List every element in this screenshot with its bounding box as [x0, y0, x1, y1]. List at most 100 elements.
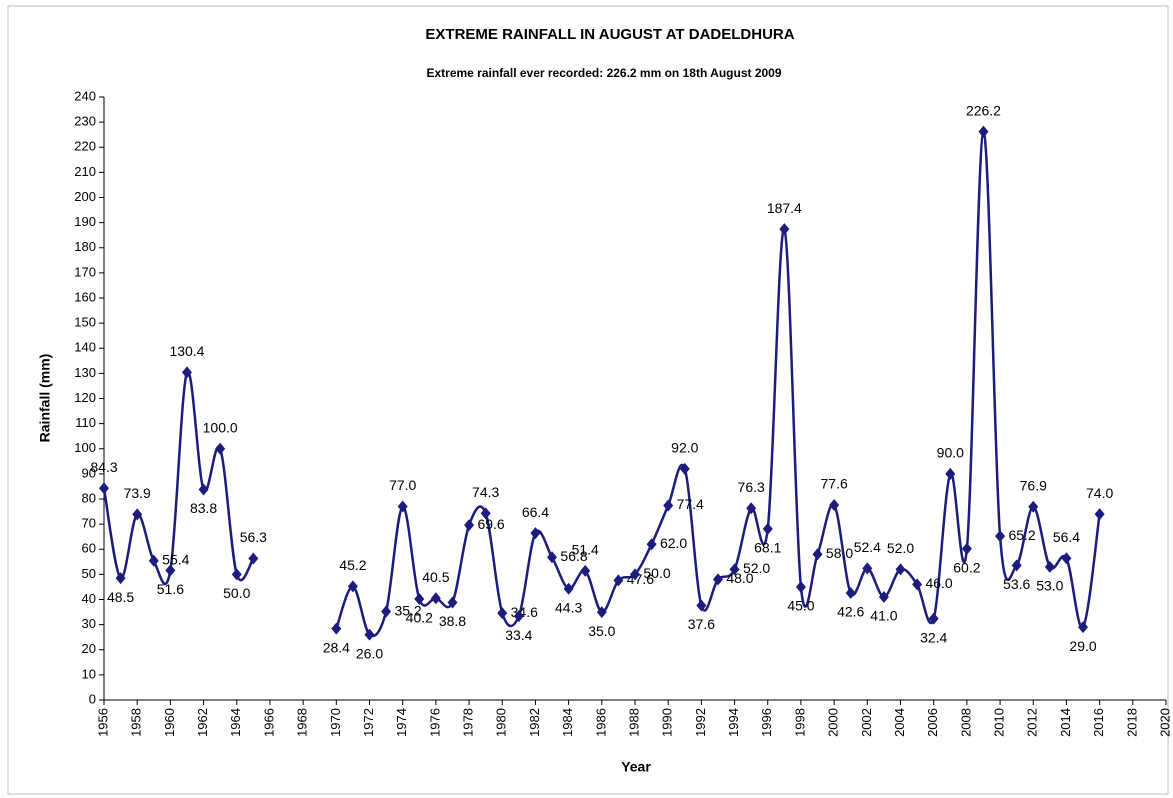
x-tick-label: 2002 — [859, 708, 874, 737]
y-tick-label: 100 — [74, 440, 96, 455]
data-label: 34.6 — [511, 604, 538, 620]
x-tick-label: 2016 — [1091, 708, 1106, 737]
y-tick-label: 70 — [82, 516, 96, 531]
data-label: 187.4 — [767, 200, 802, 216]
data-point — [613, 574, 624, 587]
data-label: 77.6 — [821, 476, 848, 492]
data-label: 35.2 — [394, 602, 421, 618]
y-tick-label: 80 — [82, 490, 96, 505]
data-point — [746, 502, 757, 515]
data-point — [347, 580, 358, 593]
x-tick-label: 2004 — [892, 708, 907, 737]
data-point — [397, 500, 408, 513]
data-label: 35.0 — [588, 623, 615, 639]
y-tick-label: 160 — [74, 289, 96, 304]
data-point — [497, 607, 508, 620]
data-label: 46.0 — [925, 575, 952, 591]
data-point — [513, 610, 524, 623]
data-point — [115, 572, 126, 585]
data-point — [1061, 552, 1072, 565]
data-label: 83.8 — [190, 500, 217, 516]
y-tick-label: 20 — [82, 641, 96, 656]
x-tick-label: 1982 — [527, 708, 542, 737]
data-label: 100.0 — [203, 419, 238, 435]
x-tick-label: 1992 — [693, 708, 708, 737]
data-label: 26.0 — [356, 645, 383, 661]
data-label: 45.2 — [339, 557, 366, 573]
x-tick-label: 1990 — [660, 708, 675, 737]
data-point — [364, 628, 375, 641]
y-tick-label: 30 — [82, 616, 96, 631]
data-point — [663, 499, 674, 512]
data-label: 66.4 — [522, 504, 549, 520]
data-label: 60.2 — [953, 559, 980, 575]
data-label: 40.2 — [406, 610, 433, 626]
data-point — [812, 548, 823, 561]
y-tick-label: 230 — [74, 114, 96, 129]
data-label: 90.0 — [937, 445, 964, 461]
data-label: 51.4 — [572, 542, 599, 558]
data-label: 44.3 — [555, 599, 582, 615]
y-tick-label: 40 — [82, 591, 96, 606]
data-point — [563, 582, 574, 595]
data-point — [132, 508, 143, 521]
data-point — [430, 592, 441, 605]
data-label: 50.0 — [643, 565, 670, 581]
y-tick-label: 130 — [74, 365, 96, 380]
y-tick-label: 140 — [74, 340, 96, 355]
y-tick-label: 190 — [74, 214, 96, 229]
data-label: 74.3 — [472, 484, 499, 500]
data-point — [547, 551, 558, 564]
y-tick-label: 240 — [74, 88, 96, 103]
x-tick-label: 2018 — [1124, 708, 1139, 737]
data-point — [381, 605, 392, 618]
y-tick-label: 180 — [74, 239, 96, 254]
chart-frame — [7, 5, 1169, 795]
data-point — [961, 542, 972, 555]
data-line — [102, 370, 255, 586]
data-label: 73.9 — [124, 485, 151, 501]
data-point — [231, 568, 242, 581]
x-tick-label: 2006 — [925, 708, 940, 737]
data-label: 51.6 — [157, 581, 184, 597]
data-point — [878, 590, 889, 603]
chart-title: EXTREME RAINFALL IN AUGUST AT DADELDHURA — [425, 26, 794, 43]
data-point — [1011, 559, 1022, 572]
x-tick-label: 1998 — [792, 708, 807, 737]
data-label: 65.2 — [1008, 527, 1035, 543]
data-point — [679, 462, 690, 475]
y-tick-label: 120 — [74, 390, 96, 405]
data-point — [729, 563, 740, 576]
data-point — [1028, 500, 1039, 513]
x-tick-label: 1970 — [328, 708, 343, 737]
chart-subtitle: Extreme rainfall ever recorded: 226.2 mm… — [426, 66, 781, 80]
data-label: 29.0 — [1069, 638, 1096, 654]
data-point — [762, 522, 773, 535]
data-point — [331, 622, 342, 635]
data-label: 130.4 — [169, 343, 204, 359]
data-label: 40.5 — [422, 569, 449, 585]
x-tick-label: 2000 — [826, 708, 841, 737]
y-tick-label: 220 — [74, 139, 96, 154]
data-point — [1078, 621, 1089, 634]
x-axis-label: Year — [621, 759, 651, 775]
data-point — [165, 564, 176, 577]
data-label: 92.0 — [671, 440, 698, 456]
y-tick-label: 210 — [74, 164, 96, 179]
x-tick-label: 2010 — [992, 708, 1007, 737]
y-tick-label: 90 — [82, 465, 96, 480]
data-point — [464, 519, 475, 532]
data-label: 32.4 — [920, 629, 947, 645]
data-label: 48.5 — [107, 589, 134, 605]
data-point — [912, 578, 923, 591]
data-label: 76.3 — [738, 479, 765, 495]
data-label: 42.6 — [837, 604, 864, 620]
data-label: 28.4 — [323, 639, 350, 655]
data-point — [596, 606, 607, 619]
data-label: 53.6 — [1003, 576, 1030, 592]
data-label: 62.0 — [660, 535, 687, 551]
x-tick-label: 1956 — [95, 708, 110, 737]
data-label: 56.8 — [560, 548, 587, 564]
data-label: 48.0 — [726, 570, 753, 586]
